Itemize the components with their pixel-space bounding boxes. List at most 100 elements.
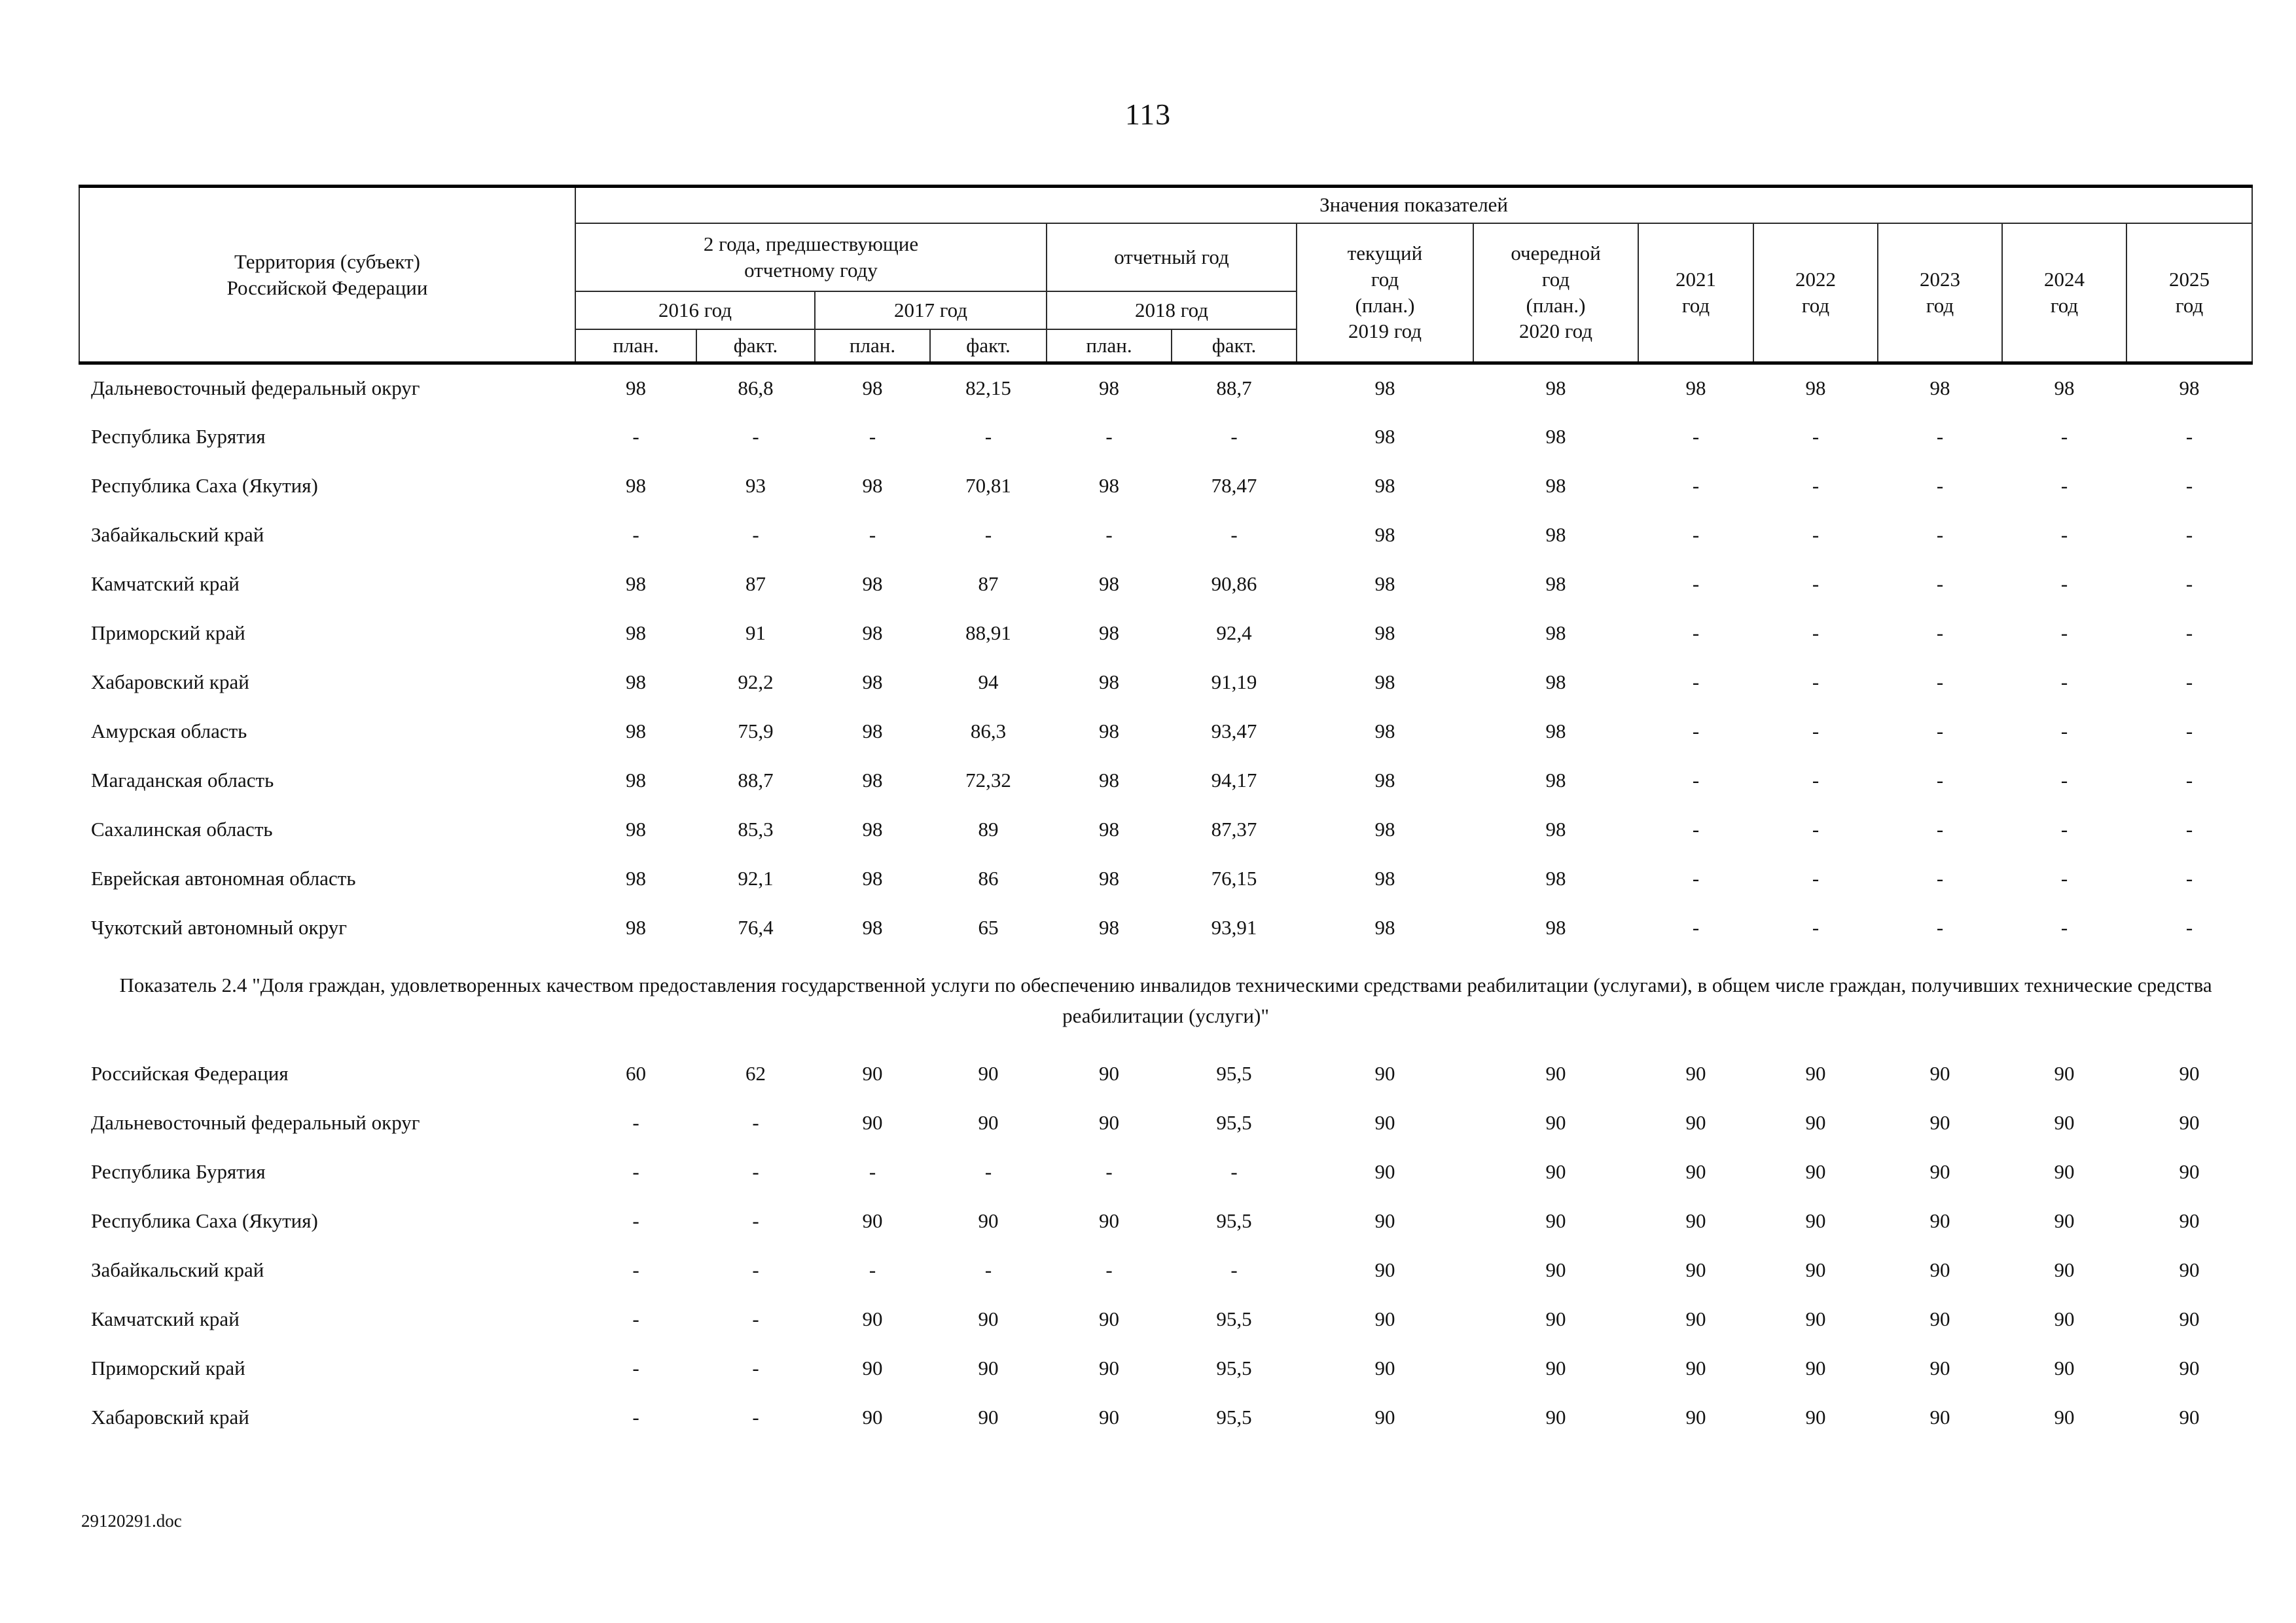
value-cell: 90 (1805, 1357, 1826, 1379)
territory-cell: Республика Саха (Якутия) (91, 1209, 318, 1232)
table-row: Камчатский край - - 90 90 90 95,5 90 90 90 90 90 90 9… (79, 1295, 2252, 1344)
value-cell: 88,7 (738, 769, 774, 792)
value-cell: - (1692, 523, 1700, 546)
value-cell: 98 (1545, 474, 1566, 497)
value-cell: 98 (862, 572, 883, 595)
value-cell: 90 (2054, 1111, 2075, 1134)
value-cell: 87 (745, 572, 766, 595)
value-cell: 98 (1753, 361, 1878, 412)
value-cell: 90 (1805, 1160, 1826, 1183)
value-cell: - (1936, 572, 1944, 595)
table-row: Российская Федерация 60 62 90 90 90 95,5 90 90 90… (79, 1049, 2252, 1099)
territory-cell: Дальневосточный федеральный округ (79, 361, 575, 412)
value-cell: - (632, 425, 639, 448)
table-row: Республика Бурятия - - - - - - 98 98 - - - - - (79, 412, 2252, 462)
value-cell: 90 (978, 1307, 999, 1330)
value-cell: 90 (2179, 1258, 2200, 1281)
value-cell: 90 (1374, 1111, 1395, 1134)
value-cell: 98 (1545, 769, 1566, 792)
value-cell: - (752, 425, 759, 448)
value-cell: 98 (1374, 474, 1395, 497)
value-cell: - (2060, 916, 2068, 939)
value-cell: 98 (626, 474, 646, 497)
value-cell: 98 (1099, 769, 1119, 792)
value-cell: - (1105, 425, 1113, 448)
value-cell: 90 (2179, 1062, 2200, 1085)
value-cell: - (1692, 867, 1700, 890)
value-cell: 98 (1297, 361, 1473, 412)
value-cell: - (752, 1357, 759, 1379)
value-cell: - (2185, 523, 2193, 546)
territory-cell: Сахалинская область (91, 818, 273, 841)
table-row: Приморский край 98 91 98 88,91 98 92,4 98 98 - - - -… (79, 609, 2252, 658)
value-cell: 98 (1374, 425, 1395, 448)
value-cell: 90 (2179, 1406, 2200, 1429)
value-cell: 90 (1545, 1062, 1566, 1085)
value-cell: - (1692, 916, 1700, 939)
value-cell: 90 (978, 1209, 999, 1232)
value-cell: 98 (1878, 361, 2002, 412)
value-cell: - (2185, 769, 2193, 792)
table-row: Республика Саха (Якутия) - - 90 90 90 95,5 90 90… (79, 1197, 2252, 1246)
value-cell: - (1812, 867, 1820, 890)
value-cell: 85,3 (738, 818, 774, 841)
value-cell: 98 (862, 720, 883, 742)
value-cell: 65 (978, 916, 999, 939)
value-cell: - (1812, 621, 1820, 644)
value-cell: - (752, 1307, 759, 1330)
value-cell: 90 (862, 1111, 883, 1134)
value-cell: 90 (1685, 1111, 1706, 1134)
value-cell: 92,4 (1216, 621, 1252, 644)
value-cell: - (984, 523, 992, 546)
value-cell: 90 (2054, 1258, 2075, 1281)
value-cell: - (2185, 474, 2193, 497)
value-cell: 90 (2054, 1062, 2075, 1085)
territory-cell: Дальневосточный федеральный округ (91, 1111, 420, 1134)
header-row-2: 2 года, предшествующие отчетному году от… (79, 222, 2253, 364)
value-cell: 87,37 (1211, 818, 1257, 841)
value-cell: 98 (1099, 867, 1119, 890)
value-cell: - (869, 1258, 876, 1281)
value-cell: 70,81 (965, 474, 1011, 497)
table-row: Забайкальский край - - - - - - 98 98 - - - - - (79, 511, 2252, 560)
value-cell: - (1692, 425, 1700, 448)
value-cell: - (1230, 523, 1238, 546)
value-cell: 98 (1374, 523, 1395, 546)
header-row-3: 2016 год 2017 год 2018 год (79, 290, 2252, 330)
territory-cell: Забайкальский край (91, 1258, 264, 1281)
value-cell: - (1105, 523, 1113, 546)
table-row: Забайкальский край - - - - - - 90 90 90 90 90 90 90 (79, 1246, 2252, 1295)
value-cell: 90 (1929, 1111, 1950, 1134)
value-cell: 98 (1099, 621, 1119, 644)
value-cell: 90 (1685, 1160, 1706, 1183)
value-cell: - (632, 1307, 639, 1330)
value-cell: 90 (1929, 1160, 1950, 1183)
value-cell: 95,5 (1216, 1111, 1252, 1134)
value-cell: 90 (2179, 1307, 2200, 1330)
header-col-2020: очередной год (план.) 2020 год (1473, 222, 1639, 364)
value-cell: 90 (978, 1357, 999, 1379)
value-cell: 98 (626, 916, 646, 939)
value-cell: - (2060, 769, 2068, 792)
value-cell: 90 (2054, 1406, 2075, 1429)
value-cell: 90 (1929, 1357, 1950, 1379)
table-body: Дальневосточный федеральный округ 98 86,8 9… (79, 361, 2253, 1442)
value-cell: 98 (1545, 867, 1566, 890)
value-cell: 90 (2179, 1357, 2200, 1379)
header-year-2018: 2018 год (1046, 290, 1297, 330)
value-cell: - (1936, 621, 1944, 644)
territory-cell: Амурская область (91, 720, 247, 742)
value-cell: - (2185, 670, 2193, 693)
territory-cell: Российская Федерация (91, 1062, 289, 1085)
value-cell: 82,15 (930, 361, 1047, 412)
value-cell: 90 (1805, 1406, 1826, 1429)
header-col-2019: текущий год (план.) 2019 год (1296, 222, 1474, 364)
value-cell: 92,2 (738, 670, 774, 693)
value-cell: 98 (626, 572, 646, 595)
value-cell: 90 (1805, 1258, 1826, 1281)
table-row: Республика Бурятия - - - - - - 90 90 90 90 90 90 90 (79, 1148, 2252, 1197)
value-cell: 88,7 (1172, 361, 1297, 412)
value-cell: 98 (1638, 361, 1753, 412)
value-cell: 87 (978, 572, 999, 595)
